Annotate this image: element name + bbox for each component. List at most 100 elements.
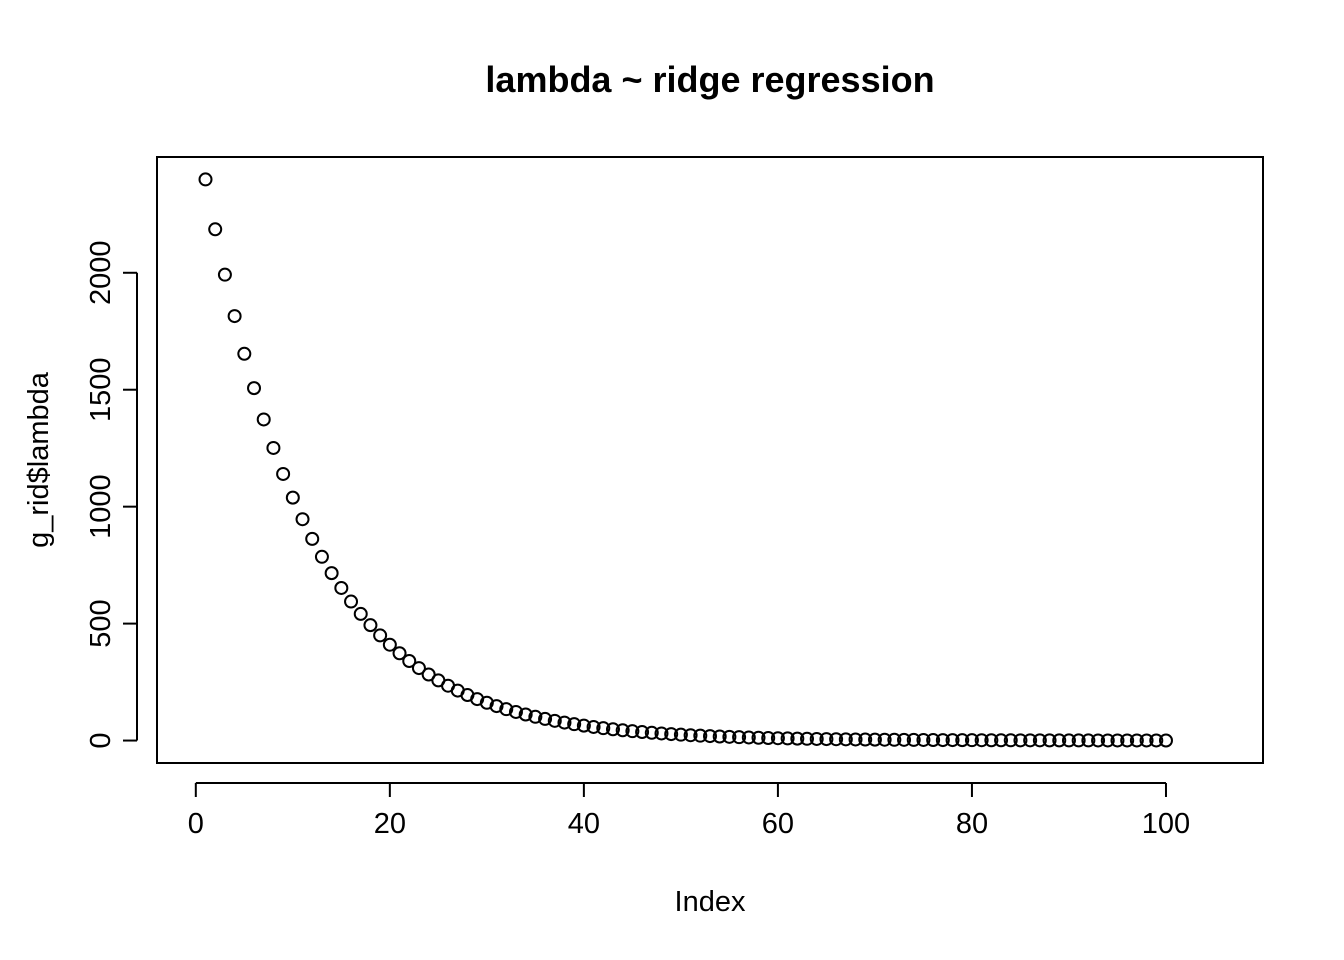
data-point [295, 512, 310, 527]
data-point [926, 733, 941, 748]
data-point [1149, 733, 1164, 748]
data-point [1032, 733, 1047, 748]
y-tick-label: 2000 [85, 241, 117, 306]
data-point [567, 717, 582, 732]
data-point [276, 466, 291, 481]
chart-title: lambda ~ ridge regression [485, 59, 934, 100]
data-point [877, 732, 892, 747]
data-point [1042, 733, 1057, 748]
data-point [528, 709, 543, 724]
data-point [809, 731, 824, 746]
data-point [1052, 733, 1067, 748]
x-tick-label: 100 [1142, 808, 1190, 840]
data-point [819, 732, 834, 747]
data-point [363, 618, 378, 633]
data-point [334, 580, 349, 595]
data-point [538, 711, 553, 726]
data-point [266, 440, 281, 455]
x-tick-label: 80 [956, 808, 988, 840]
data-point [382, 637, 397, 652]
data-point [800, 731, 815, 746]
data-points [198, 172, 1173, 748]
data-point [256, 412, 271, 427]
data-point [887, 732, 902, 747]
data-point [373, 628, 388, 643]
data-point [644, 725, 659, 740]
data-point [198, 172, 213, 187]
data-point [974, 733, 989, 748]
data-point [499, 702, 514, 717]
data-point [625, 724, 640, 739]
y-axis-label: g_rid$lambda [23, 371, 55, 548]
data-point [955, 733, 970, 748]
data-point [693, 728, 708, 743]
data-point [683, 728, 698, 743]
data-point [344, 594, 359, 609]
x-tick-label: 60 [762, 808, 794, 840]
data-point [1100, 733, 1115, 748]
data-point [897, 732, 912, 747]
data-point [673, 727, 688, 742]
y-tick-label: 1500 [85, 357, 117, 422]
data-point [780, 731, 795, 746]
x-tick-label: 0 [188, 808, 204, 840]
data-point [596, 721, 611, 736]
data-point [1071, 733, 1086, 748]
data-point [664, 727, 679, 742]
data-point [605, 722, 620, 737]
data-point [935, 733, 950, 748]
data-point [237, 346, 252, 361]
data-point [518, 707, 533, 722]
data-point [722, 729, 737, 744]
data-point [964, 733, 979, 748]
data-point [557, 715, 572, 730]
x-tick-label: 40 [568, 808, 600, 840]
data-point [227, 309, 242, 324]
y-tick-label: 0 [85, 732, 117, 748]
data-point [1081, 733, 1096, 748]
data-point [1023, 733, 1038, 748]
data-point [1061, 733, 1076, 748]
data-point [1129, 733, 1144, 748]
y-tick-label: 500 [85, 599, 117, 647]
data-point [1091, 733, 1106, 748]
data-point [1139, 733, 1154, 748]
data-point [247, 381, 262, 396]
data-point [858, 732, 873, 747]
data-point [353, 606, 368, 621]
data-point [615, 723, 630, 738]
data-point [741, 730, 756, 745]
data-point [217, 267, 232, 282]
data-point [576, 718, 591, 733]
data-point [761, 731, 776, 746]
data-point [829, 732, 844, 747]
data-point [1158, 733, 1173, 748]
data-point [703, 729, 717, 744]
data-point [712, 729, 727, 744]
data-point [314, 549, 329, 564]
data-point [392, 646, 407, 661]
data-point [489, 699, 504, 714]
data-point [790, 731, 805, 746]
data-point [654, 726, 669, 741]
x-tick-label: 20 [374, 808, 406, 840]
x-axis-label: Index [675, 886, 746, 918]
data-point [984, 733, 999, 748]
data-point [751, 730, 766, 745]
data-point [586, 719, 601, 734]
data-point [1013, 733, 1028, 748]
data-point [770, 731, 785, 746]
data-point [508, 704, 523, 719]
data-point [945, 733, 960, 748]
data-point [916, 732, 931, 747]
data-point [994, 733, 1009, 748]
data-point [305, 531, 320, 546]
y-axis: 0 500 1000 1500 2000 [85, 241, 138, 749]
data-point [906, 732, 921, 747]
plot-frame [156, 156, 1264, 764]
data-point [547, 713, 562, 728]
data-point [402, 653, 417, 668]
data-point [1120, 733, 1135, 748]
x-axis: 0 20 40 60 80 100 [188, 782, 1190, 840]
